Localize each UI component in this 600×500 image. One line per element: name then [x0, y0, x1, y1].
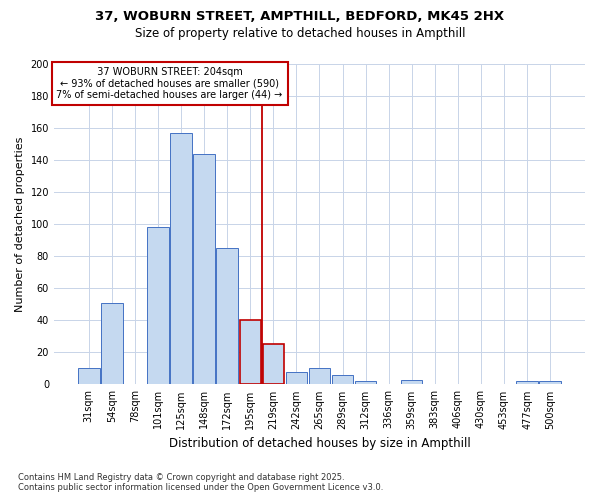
Bar — [193, 154, 215, 384]
Bar — [355, 381, 376, 384]
Bar — [309, 368, 330, 384]
Text: 37, WOBURN STREET, AMPTHILL, BEDFORD, MK45 2HX: 37, WOBURN STREET, AMPTHILL, BEDFORD, MK… — [95, 10, 505, 23]
Bar — [78, 368, 100, 384]
Bar — [517, 381, 538, 384]
Bar — [170, 133, 192, 384]
Bar — [401, 380, 422, 384]
X-axis label: Distribution of detached houses by size in Ampthill: Distribution of detached houses by size … — [169, 437, 470, 450]
Y-axis label: Number of detached properties: Number of detached properties — [15, 136, 25, 312]
Bar — [263, 344, 284, 385]
Bar — [101, 302, 122, 384]
Bar — [332, 375, 353, 384]
Text: Size of property relative to detached houses in Ampthill: Size of property relative to detached ho… — [135, 28, 465, 40]
Bar — [539, 381, 561, 384]
Text: 37 WOBURN STREET: 204sqm  
← 93% of detached houses are smaller (590)
7% of semi: 37 WOBURN STREET: 204sqm ← 93% of detach… — [56, 67, 283, 100]
Bar — [286, 372, 307, 384]
Text: Contains HM Land Registry data © Crown copyright and database right 2025.
Contai: Contains HM Land Registry data © Crown c… — [18, 473, 383, 492]
Bar — [239, 320, 261, 384]
Bar — [217, 248, 238, 384]
Bar — [147, 228, 169, 384]
